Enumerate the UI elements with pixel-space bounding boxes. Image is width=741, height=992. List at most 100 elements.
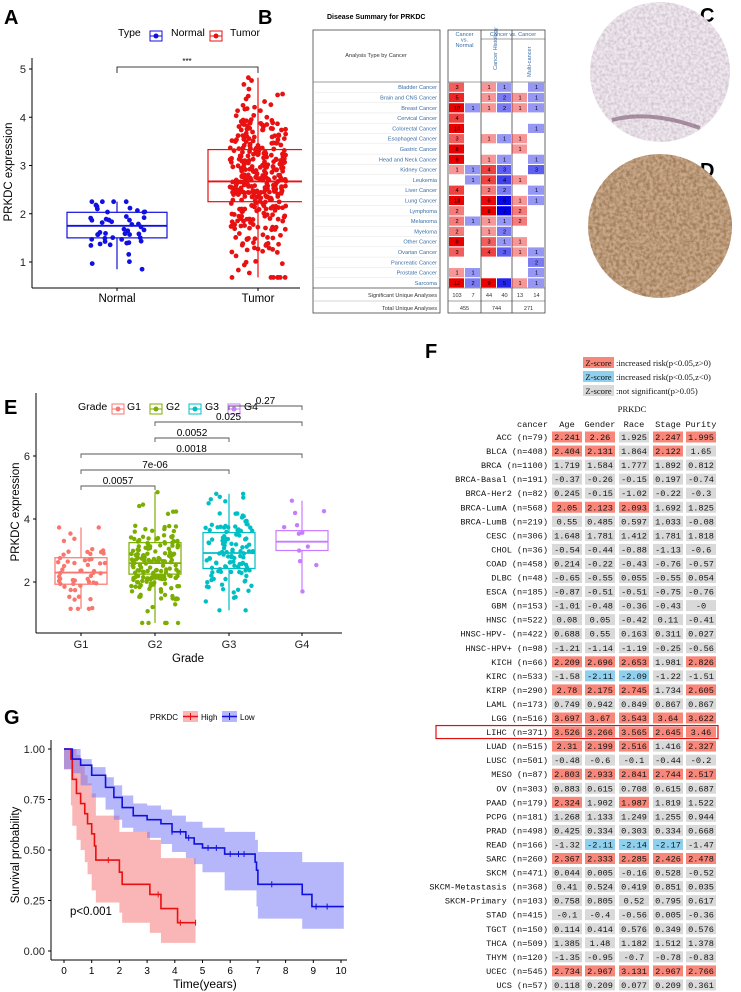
oncomine-cell	[512, 144, 527, 154]
data-point	[167, 523, 172, 529]
data-point	[167, 566, 172, 571]
data-point	[72, 578, 77, 583]
z-score-value: 0.615	[587, 784, 613, 794]
z-score-value: -2.11	[587, 672, 613, 682]
oncomine-cell	[497, 154, 511, 164]
oncomine-cell-count: 2	[503, 188, 506, 194]
z-score-cell	[585, 824, 615, 836]
z-score-value: 1.692	[655, 503, 681, 513]
data-point	[252, 147, 258, 153]
data-point	[231, 590, 236, 595]
z-score-value: -0.6	[691, 545, 712, 555]
cancer-vs-normal-header: Cancer	[455, 32, 473, 38]
z-score-value: 2.734	[554, 967, 580, 977]
z-score-value: 2.131	[587, 447, 613, 457]
oncomine-cell	[512, 278, 527, 288]
significance-bracket	[116, 66, 259, 73]
z-score-value: -0.2	[691, 756, 712, 766]
data-point	[57, 570, 63, 576]
data-point	[240, 133, 246, 138]
data-point	[268, 125, 274, 131]
oncomine-cell	[449, 92, 464, 103]
z-score-value: -0.6	[590, 756, 611, 766]
legend-title: Type	[118, 27, 141, 39]
z-score-value: 2.605	[688, 686, 714, 696]
data-point	[65, 559, 70, 564]
data-point	[238, 153, 244, 159]
data-point	[85, 576, 90, 582]
z-score-value: 3.565	[621, 728, 647, 738]
z-score-cell	[686, 782, 716, 794]
data-point	[90, 547, 95, 552]
z-score-cell	[686, 586, 716, 598]
y-tick-label: 0.25	[24, 896, 45, 908]
z-score-value: 2.327	[688, 742, 714, 752]
z-score-value: 0.867	[655, 700, 681, 710]
z-score-value: 0.077	[621, 981, 647, 991]
oncomine-title: Disease Summary for PRKDC	[327, 14, 425, 21]
legend-key-g1-dot	[115, 406, 121, 412]
cancer-type-label: Lung Cancer	[405, 199, 437, 205]
z-score-cell	[686, 726, 716, 738]
cancer-label: LGG (n=516)	[491, 714, 548, 724]
z-score-value: -0.88	[621, 545, 647, 555]
z-score-cell	[686, 712, 716, 724]
data-point	[243, 96, 249, 102]
legend-label-tumor: Tumor	[230, 27, 260, 39]
z-score-value: -0.3	[691, 489, 712, 499]
z-score-value: -0.48	[554, 756, 580, 766]
data-point	[90, 605, 95, 611]
data-point	[240, 241, 246, 247]
data-point	[138, 594, 143, 599]
data-point	[216, 569, 221, 574]
data-point	[252, 198, 258, 203]
data-point	[279, 261, 285, 267]
oncomine-cell-count: 3	[455, 137, 458, 143]
data-point	[260, 201, 266, 207]
cancer-label: LIHC (n=371)	[486, 728, 548, 738]
p-value-label: 0.0018	[176, 444, 207, 455]
data-point	[248, 525, 253, 530]
data-point	[268, 102, 274, 108]
cancer-label: KIRP (n=290)	[486, 686, 548, 696]
legend-label-normal: Normal	[171, 27, 205, 39]
oncomine-cell-count: 8	[487, 209, 490, 215]
z-score-cell	[552, 586, 582, 598]
z-score-cell	[653, 895, 683, 907]
z-score-cell	[619, 923, 649, 935]
data-point	[228, 159, 234, 165]
data-point	[243, 608, 248, 613]
oncomine-cell-count: 1	[518, 147, 521, 153]
z-score-value: -0.51	[621, 588, 647, 598]
legend-text: :not significant(p>0.05)	[616, 386, 698, 396]
data-point	[170, 593, 175, 599]
cancer-type-label: Liver Cancer	[405, 188, 437, 194]
x-tick-label: 4	[172, 966, 178, 977]
z-score-cell	[686, 445, 716, 457]
z-score-cell	[552, 782, 582, 794]
data-point	[67, 594, 72, 600]
oncomine-cell	[449, 165, 464, 175]
x-tick-label: 0	[61, 966, 67, 977]
data-point	[274, 167, 280, 172]
z-score-value: -1.47	[688, 840, 714, 850]
oncomine-cell-count: 2	[487, 188, 490, 194]
data-point	[235, 511, 240, 516]
z-score-value: 2.826	[688, 658, 714, 668]
data-point	[145, 568, 150, 574]
z-score-cell	[585, 923, 615, 935]
z-score-value: -1.32	[554, 840, 580, 850]
z-score-cell	[686, 867, 716, 879]
data-point	[167, 550, 173, 555]
data-point	[262, 99, 267, 104]
data-point	[82, 558, 88, 563]
z-score-value: 0.942	[587, 700, 613, 710]
data-point	[207, 556, 212, 561]
cancer-label: READ (n=166)	[486, 840, 548, 850]
z-score-value: 1.249	[621, 812, 647, 822]
data-point	[68, 606, 73, 611]
data-point	[127, 232, 132, 237]
data-point	[127, 205, 133, 211]
z-score-value: -1.58	[554, 672, 580, 682]
z-score-value: 1.864	[621, 447, 647, 457]
